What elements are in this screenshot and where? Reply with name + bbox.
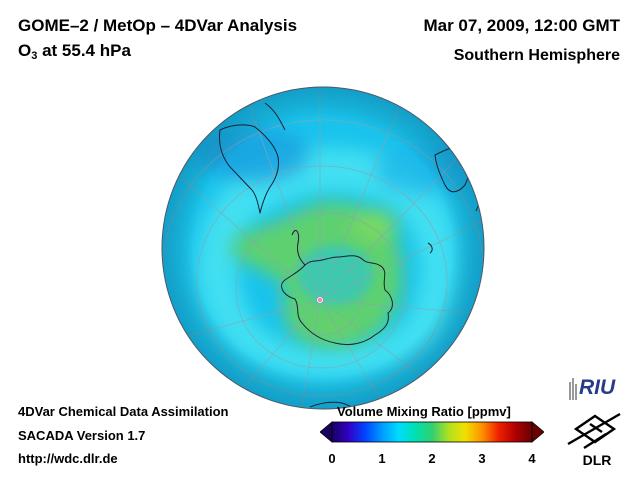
riu-logo-mark [569, 378, 577, 400]
colorbar-tick-3: 3 [478, 451, 486, 466]
dlr-logo: DLR [567, 412, 621, 468]
riu-logo-text: RIU [579, 376, 616, 399]
dlr-logo-text: DLR [583, 452, 612, 468]
colorbar-tick-0: 0 [328, 451, 336, 466]
globe-svg [161, 86, 485, 410]
colorbar [320, 421, 544, 443]
riu-logo: RIU [569, 376, 616, 400]
colorbar-min-arrow [320, 421, 333, 443]
globe-limb-shade [162, 87, 484, 409]
pressure-level: at 55.4 hPa [37, 41, 131, 60]
map-title: GOME–2 / MetOp – 4DVar Analysis [18, 16, 298, 35]
species-subscript: 3 [31, 50, 38, 62]
species-name: O [18, 41, 32, 60]
globe-outline [161, 86, 485, 410]
colorbar-title: Volume Mixing Ratio [ppmv] [337, 404, 511, 419]
colorbar-tick-1: 1 [378, 451, 386, 466]
footer-line-1: 4DVar Chemical Data Assimilation [18, 404, 229, 419]
colorbar-tick-2: 2 [428, 451, 436, 466]
footer-url: http://wdc.dlr.de [18, 451, 118, 466]
footer-line-2: SACADA Version 1.7 [18, 428, 146, 443]
map-subtitle: O3 at 55.4 hPa [18, 41, 131, 62]
south-pole-marker [317, 297, 323, 303]
region-label: Southern Hemisphere [453, 47, 620, 64]
colorbar-gradient [331, 421, 533, 443]
colorbar-max-arrow [531, 421, 544, 443]
datetime-label: Mar 07, 2009, 12:00 GMT [423, 16, 620, 35]
globe-map [160, 85, 486, 411]
colorbar-tick-4: 4 [528, 451, 536, 466]
dlr-logo-mark [567, 412, 621, 450]
